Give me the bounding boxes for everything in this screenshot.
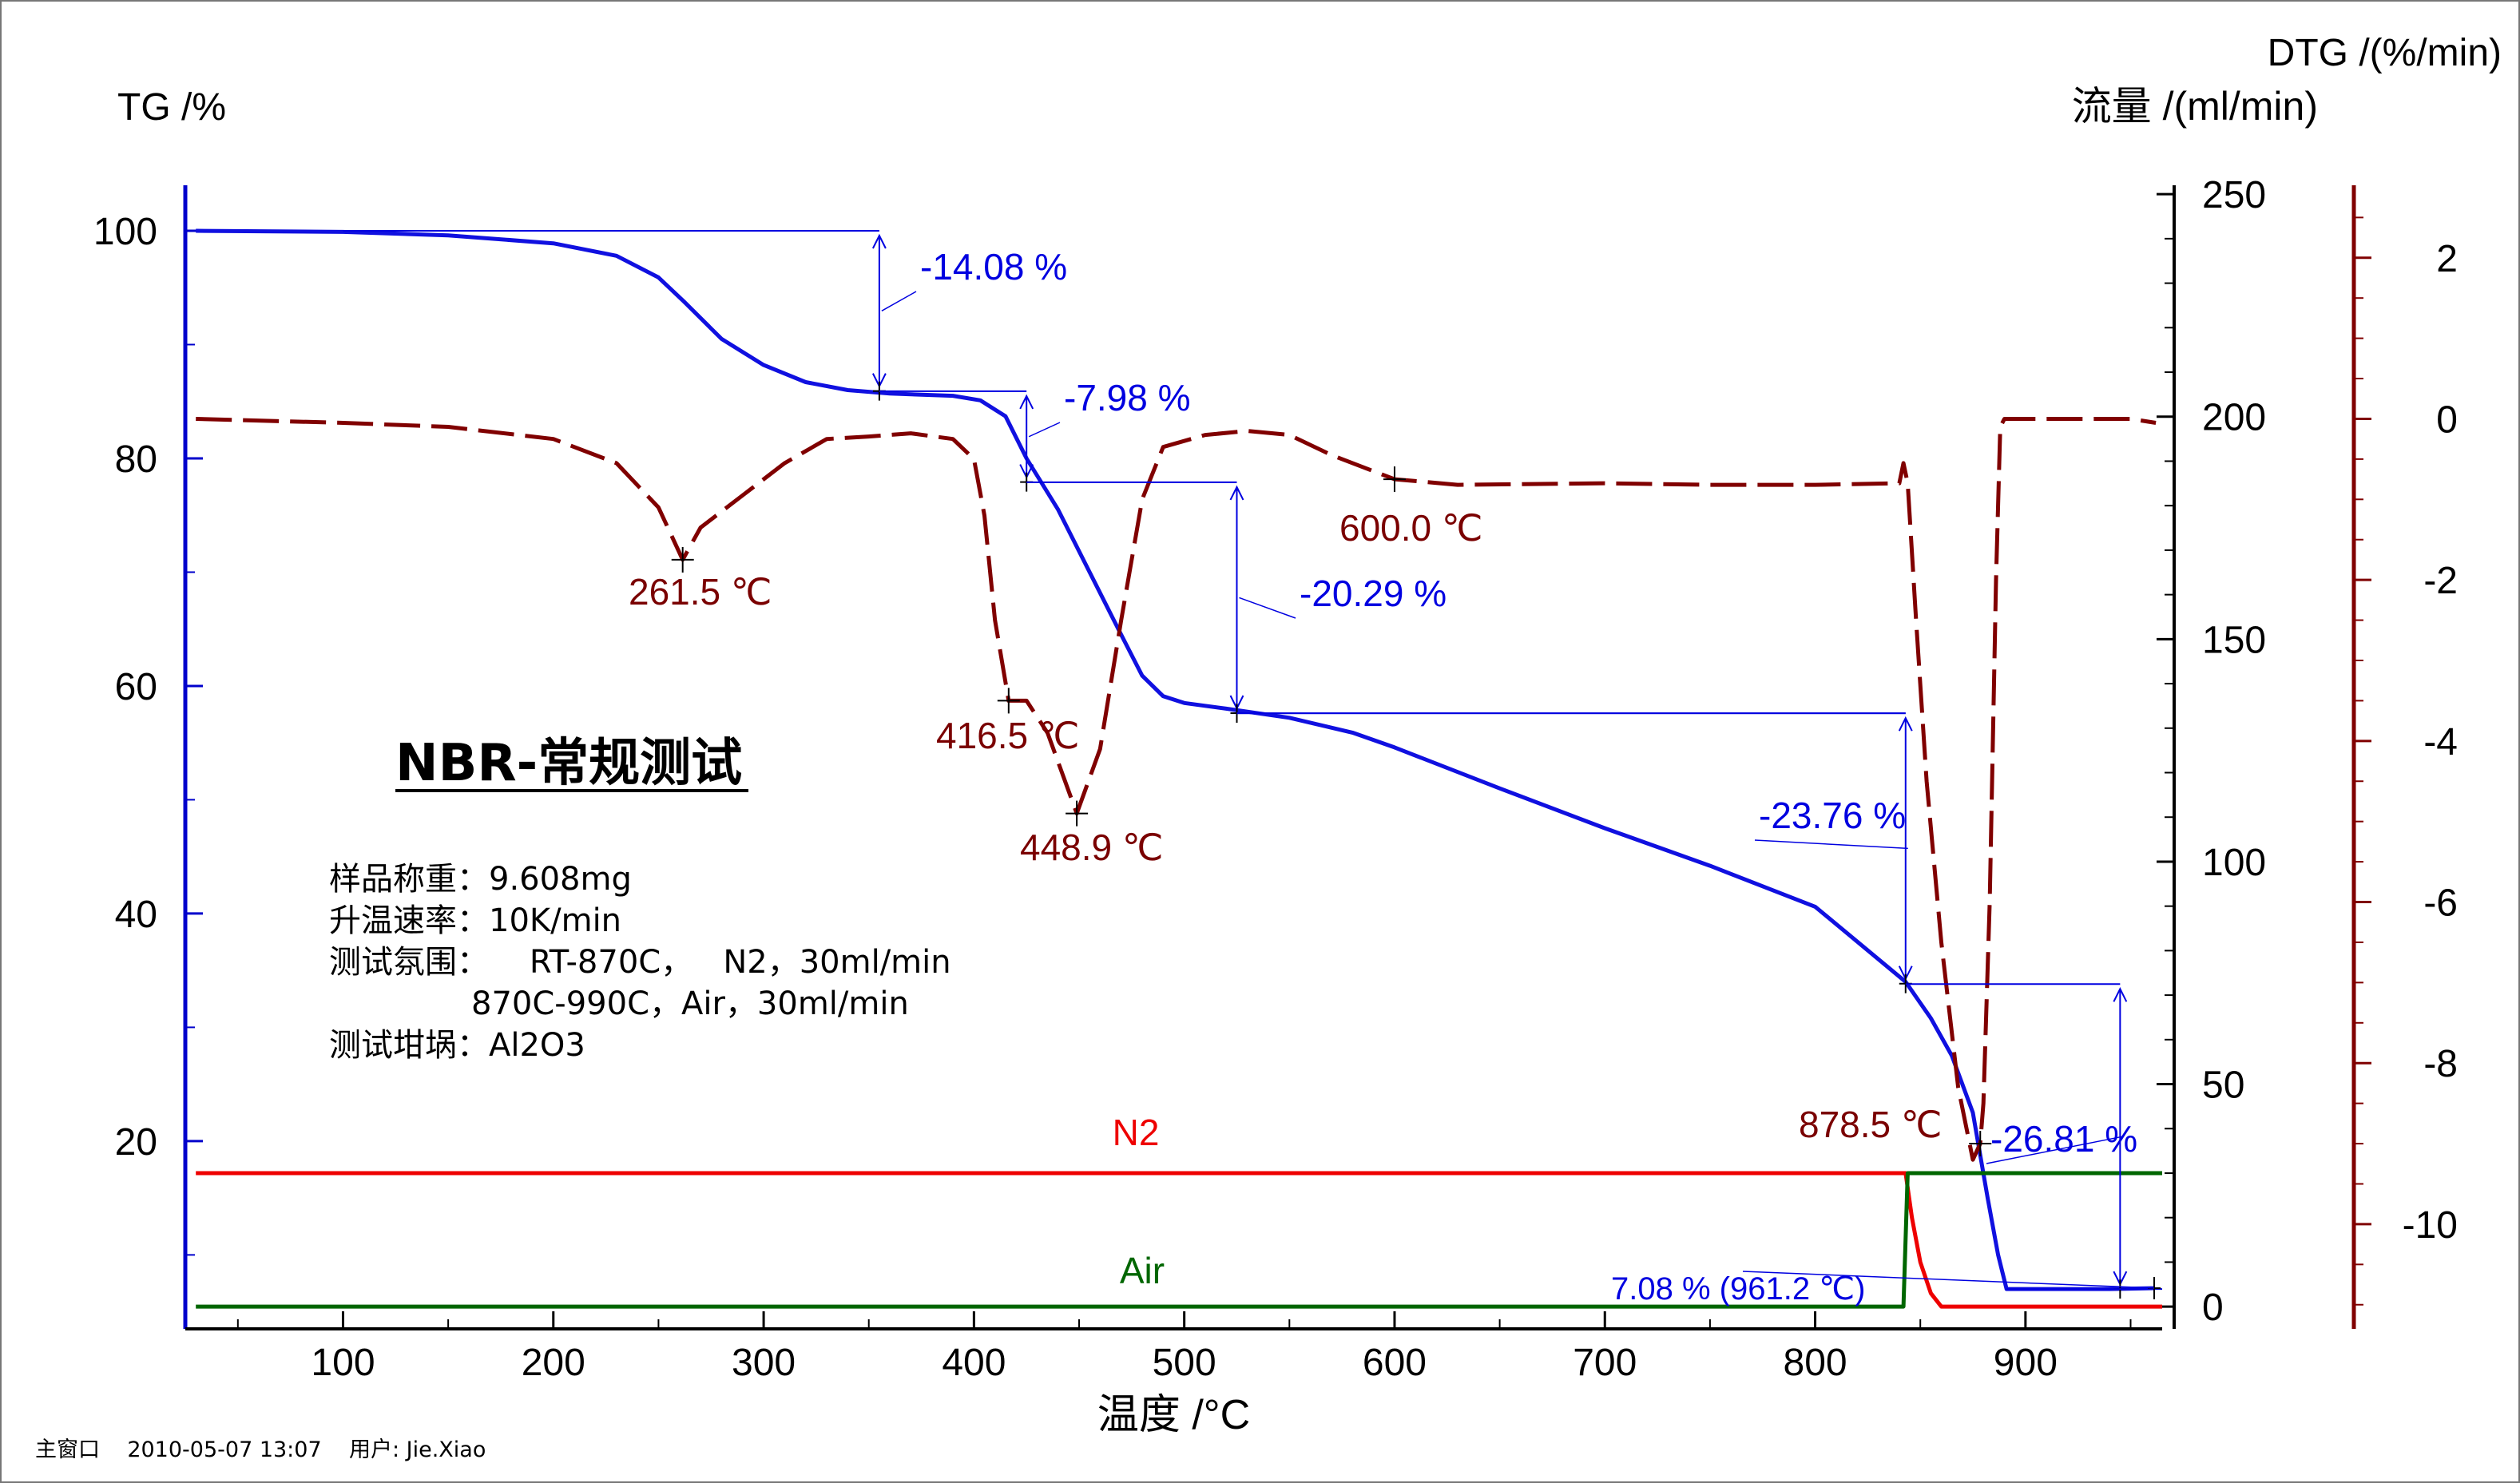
x-tick-label: 300 (732, 1342, 796, 1384)
flow-tick-label: 100 (2202, 842, 2266, 884)
step-arrowhead (2113, 987, 2128, 1002)
info-line: 870C-990C，Air，30ml/min (329, 985, 909, 1022)
step-label: -14.08 % (920, 246, 1067, 287)
tg-tick-label: 80 (115, 438, 157, 481)
x-tick-label: 400 (942, 1342, 1006, 1384)
step-leader-line (1239, 597, 1296, 619)
air-curve-label: Air (1120, 1250, 1165, 1291)
dtg-tick-label: -2 (2423, 560, 2458, 602)
peak-label: 448.9 ℃ (1020, 827, 1164, 868)
dtg-tick-label: 0 (2436, 399, 2458, 441)
step-arrowhead (1229, 485, 1244, 501)
peak-label: 416.5 ℃ (936, 715, 1080, 756)
step-label: -23.76 % (1759, 795, 1906, 836)
x-axis-label: 温度 /°C (1097, 1392, 1250, 1438)
tg-axis-label: TG /% (117, 86, 226, 129)
step-arrowhead (1898, 716, 1913, 732)
dtg-axis-label: DTG /(%/min) (2268, 32, 2502, 74)
flow-axis-label: 流量 /(ml/min) (2072, 84, 2318, 129)
x-tick-label: 700 (1573, 1342, 1637, 1384)
step-label: -26.81 % (1990, 1118, 2137, 1160)
info-line: 测试坩埚：Al2O3 (329, 1027, 585, 1064)
tg-tick-label: 60 (115, 666, 157, 708)
dtg-tick-label: 2 (2436, 238, 2458, 280)
dtg-tick-label: -6 (2423, 882, 2458, 925)
step-label: -7.98 % (1064, 377, 1191, 418)
flow-tick-label: 50 (2202, 1065, 2244, 1107)
tg-tick-label: 20 (115, 1121, 157, 1164)
tg-curve (196, 228, 2155, 1291)
peak-label: 261.5 ℃ (629, 571, 772, 613)
info-line: 样品称重：9.608mg (329, 861, 632, 898)
flow-tick-label: 200 (2202, 397, 2266, 439)
x-tick-label: 200 (522, 1342, 585, 1384)
flow-tick-label: 150 (2202, 619, 2266, 661)
n2-curve-label: N2 (1113, 1112, 1160, 1153)
step-arrowhead (1019, 394, 1034, 410)
step-arrowhead (871, 233, 887, 249)
dtg-tick-label: -4 (2423, 721, 2458, 763)
step-leader-line (1028, 422, 1061, 438)
residue-leader-line (1742, 1271, 2155, 1289)
status-footer: 主窗口 2010-05-07 13:07 用户: Jie.Xiao (35, 1437, 486, 1462)
flow-tick-label: 0 (2202, 1287, 2224, 1329)
x-tick-label: 800 (1784, 1342, 1847, 1384)
x-tick-label: 900 (1994, 1342, 2058, 1384)
residue-label: 7.08 % (961.2 ℃) (1611, 1271, 1865, 1307)
x-tick-label: 600 (1363, 1342, 1427, 1384)
peak-label: 878.5 ℃ (1799, 1104, 1943, 1145)
x-tick-label: 100 (311, 1342, 375, 1384)
dtg-curve (196, 417, 2157, 1162)
step-leader-line (1754, 839, 1908, 850)
step-leader-line (881, 291, 917, 311)
chart-title: NBR-常规测试 (395, 734, 742, 793)
n2-flow-curve (196, 1171, 2162, 1309)
dtg-tick-label: -10 (2403, 1204, 2458, 1247)
x-tick-label: 500 (1153, 1342, 1216, 1384)
peak-label: 600.0 ℃ (1339, 507, 1483, 549)
air-flow-curve (196, 1171, 2162, 1309)
info-line: 测试氛围： RT-870C， N2，30ml/min (329, 944, 951, 981)
tg-tick-label: 100 (93, 211, 157, 253)
dtg-tick-label: -8 (2423, 1043, 2458, 1085)
flow-tick-label: 250 (2202, 174, 2266, 216)
step-leader-line (1986, 1136, 2123, 1164)
tg-tick-label: 40 (115, 894, 157, 936)
step-label: -20.29 % (1300, 573, 1447, 614)
info-line: 升温速率：10K/min (329, 902, 621, 939)
